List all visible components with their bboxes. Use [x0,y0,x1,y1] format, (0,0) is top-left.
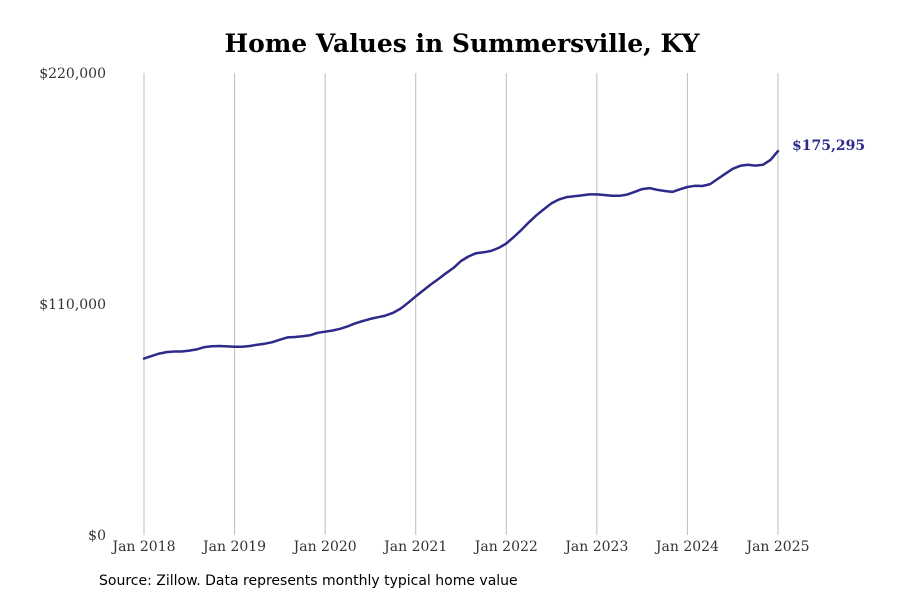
x-tick-label: Jan 2023 [563,539,628,555]
x-tick-label: Jan 2020 [292,539,357,555]
y-tick-label: $110,000 [39,297,106,313]
x-tick-label: Jan 2024 [654,539,719,555]
source-note: Source: Zillow. Data represents monthly … [99,573,518,589]
x-tick-label: Jan 2021 [382,539,447,555]
series-line [142,149,780,360]
x-tick-label: Jan 2025 [744,539,809,555]
y-axis-ticks: $0 $110,000 $220,000 [39,66,106,544]
x-tick-label: Jan 2018 [110,539,175,555]
end-value-label: $175,295 [792,138,865,154]
x-axis-ticks: Jan 2018 Jan 2019 Jan 2020 Jan 2021 Jan 2022… [110,539,809,555]
y-tick-label: $0 [88,528,106,544]
y-tick-label: $220,000 [39,66,106,82]
x-tick-label: Jan 2019 [201,539,266,555]
series-group [142,149,780,360]
gridlines [143,73,779,535]
chart-title: Home Values in Summersville, KY [225,29,701,58]
x-tick-label: Jan 2022 [473,539,538,555]
